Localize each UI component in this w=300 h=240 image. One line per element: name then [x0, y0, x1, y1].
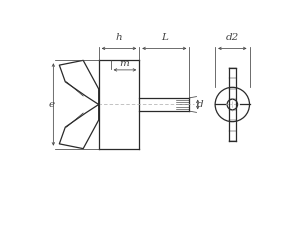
Text: d2: d2 [226, 33, 239, 42]
Text: m: m [119, 60, 129, 68]
Text: d: d [197, 100, 203, 109]
Text: h: h [116, 33, 122, 42]
Text: e: e [49, 100, 55, 109]
Text: L: L [161, 33, 168, 42]
